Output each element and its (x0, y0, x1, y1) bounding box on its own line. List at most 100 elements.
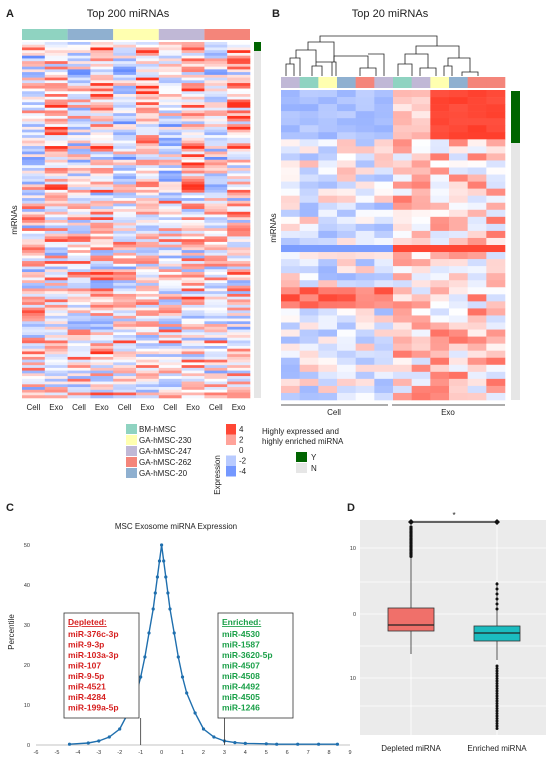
enriched-outlier (495, 722, 499, 725)
panel-b-heat-cell (355, 301, 375, 309)
enriched-outlier (495, 582, 499, 586)
panel-a-heat-cell (67, 61, 91, 65)
panel-a-heat-cell (113, 124, 137, 128)
panel-b-heat-cell (449, 111, 468, 119)
panel-b-heat-cell (486, 252, 506, 260)
legend-highlight-title-line2: highly enriched miRNA (262, 437, 344, 446)
panel-a-heat-cell (22, 132, 46, 136)
panel-b-heat-cell (486, 223, 506, 232)
panel-a-heat-cell (227, 170, 251, 174)
panel-b-heat-cell (393, 336, 412, 344)
panel-a-heat-cell (22, 72, 46, 76)
panel-a-heat-cell (90, 69, 114, 73)
panel-a-heat-cell (44, 148, 68, 152)
panel-a-heat-cell (44, 348, 68, 352)
panel-b-column-bar (281, 77, 506, 88)
panel-a-heat-cell (158, 124, 182, 128)
panel-a-heat-cell (181, 228, 205, 232)
panel-a-heat-cell (181, 104, 205, 109)
panel-a-heat-cell (181, 225, 205, 229)
panel-a-heat-cell (136, 96, 160, 100)
panel-b-heat-cell (393, 259, 412, 267)
panel-d-ytick: 0 (353, 612, 356, 618)
panel-a-heat-cell (158, 85, 182, 89)
panel-a-heat-cell (22, 159, 46, 163)
panel-a-heat-cell (227, 337, 251, 341)
panel-a-heat-cell (90, 258, 114, 262)
panel-a-heat-cell (204, 121, 228, 125)
panel-b-heat-cell (281, 237, 300, 246)
panel-b-heat-cell (337, 273, 356, 281)
panel-b-heat-cell (281, 245, 300, 253)
panel-a-heat-cell (181, 184, 205, 188)
panel-a-heat-cell (158, 304, 182, 308)
panel-a-heat-cell (204, 345, 228, 350)
panel-a-heat-cell (204, 178, 228, 182)
panel-a-heat-cell (181, 351, 205, 355)
panel-b-highlight-n-block (511, 143, 520, 400)
panel-a-heat-cell (90, 211, 114, 215)
panel-d-boxes (387, 525, 521, 730)
panel-a-heat-cell (227, 343, 251, 347)
panel-a-heat-cell (44, 288, 68, 292)
panel-a-heat-cell (22, 176, 46, 180)
panel-a-heat-cell (67, 269, 91, 273)
panel-a-heat-cell (136, 356, 160, 360)
panel-a-heat-cell (227, 42, 251, 46)
panel-b-heat-cell (449, 237, 468, 246)
panel-a-heat-cell (113, 340, 137, 344)
panel-a-heat-cell (181, 170, 205, 174)
panel-a-heat-cell (22, 110, 46, 114)
panel-a-heat-cell (90, 115, 114, 119)
panel-a-heat-cell (181, 220, 205, 224)
panel-a-heat-cell (90, 337, 114, 341)
panel-a-heat-cell (181, 280, 205, 284)
panel-a-heat-cell (204, 167, 228, 172)
panel-a-heat-cell (22, 47, 46, 51)
panel-a-heat-cell (158, 324, 182, 328)
panel-a-heat-cell (158, 195, 182, 199)
panel-b-heat-cell (299, 385, 319, 394)
panel-a-heat-cell (67, 266, 91, 270)
panel-a-heat-cell (204, 85, 228, 89)
panel-a-heat-cell (67, 96, 91, 100)
panel-a-heat-cell (204, 318, 228, 322)
panel-a-heat-cell (227, 222, 251, 226)
panel-a-heat-cell (90, 340, 114, 344)
panel-b-heat-cell (299, 308, 319, 316)
panel-b-heat-cell (374, 216, 394, 225)
panel-a-heat-cell (158, 387, 182, 391)
panel-a-heat-cell (204, 228, 228, 232)
panel-b-heat-cell (299, 357, 319, 366)
panel-b-heat-cell (374, 294, 394, 302)
panel-c-ytick: 30 (24, 623, 30, 629)
panel-a-heat-cell (67, 220, 91, 224)
panel-b-heat-cell (486, 273, 506, 281)
enriched-outlier (495, 677, 499, 680)
panel-a-heat-cell (227, 66, 251, 70)
panel-a-heat-cell (158, 318, 182, 322)
panel-b-heat-cell (449, 357, 468, 366)
panel-a-heat-cell (44, 189, 68, 193)
panel-a-heat-cell (227, 282, 251, 287)
panel-b-heat-cell (430, 195, 450, 204)
panel-b-heat-cell (411, 181, 431, 189)
panel-a-heat-cell (67, 184, 91, 188)
panel-b-heat-cell (337, 280, 356, 288)
panel-a-heat-cell (204, 332, 228, 336)
panel-a-heat-cell (227, 165, 251, 169)
panel-a-heat-cell (22, 209, 46, 213)
panel-a-heat-cell (44, 181, 68, 185)
panel-a-heat-cell (22, 296, 46, 300)
panel-a-heat-cell (22, 285, 46, 289)
panel-a-heat-cell (44, 343, 68, 347)
panel-b-heat-cell (449, 273, 468, 281)
panel-b-heat-cell (486, 364, 506, 373)
panel-a-heat-cell (181, 299, 205, 303)
panel-a-heat-cell (204, 143, 228, 147)
panel-a-heat-cell (158, 359, 182, 363)
panel-a-heat-cell (227, 135, 251, 139)
panel-b-heat-cell (449, 223, 468, 232)
panel-a-heat-cell (44, 282, 68, 287)
enriched-outlier (495, 602, 499, 606)
